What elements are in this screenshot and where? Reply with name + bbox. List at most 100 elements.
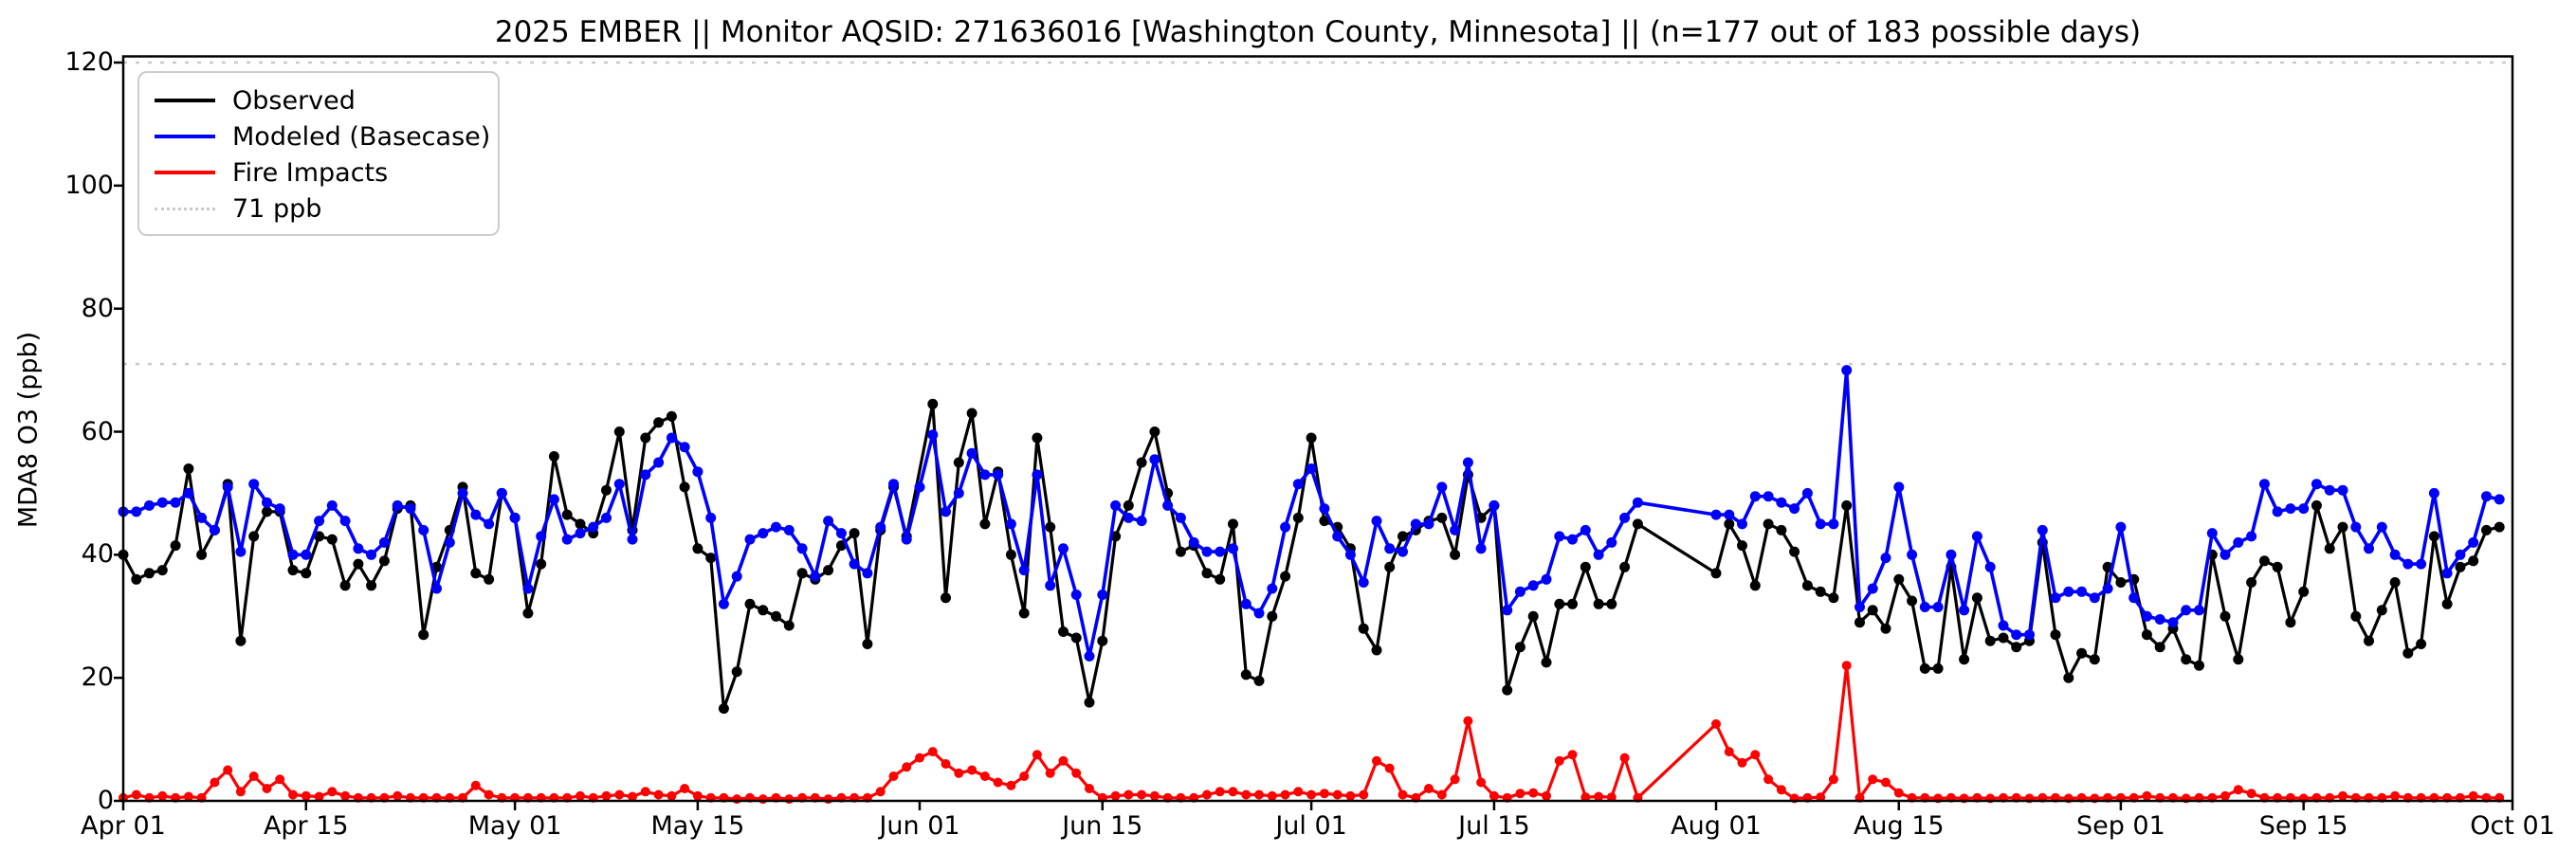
fire-marker bbox=[967, 765, 977, 775]
fire-marker bbox=[1085, 784, 1094, 793]
fire-marker bbox=[1436, 789, 1447, 800]
modeled-marker bbox=[666, 432, 677, 444]
modeled-marker bbox=[2167, 617, 2179, 628]
modeled-marker bbox=[2272, 506, 2283, 517]
modeled-marker bbox=[810, 571, 821, 582]
observed-marker bbox=[758, 605, 769, 616]
observed-marker bbox=[548, 451, 559, 462]
modeled-marker bbox=[653, 457, 665, 468]
fire-marker bbox=[1332, 789, 1343, 800]
observed-marker bbox=[941, 592, 951, 604]
modeled-marker bbox=[1045, 580, 1056, 591]
fire-marker bbox=[653, 789, 664, 800]
modeled-marker bbox=[993, 469, 1004, 481]
modeled-marker bbox=[613, 479, 625, 490]
observed-marker bbox=[262, 506, 272, 517]
fire-marker bbox=[223, 765, 233, 775]
fire-marker bbox=[1893, 788, 1904, 798]
modeled-marker bbox=[758, 528, 769, 539]
modeled-marker bbox=[1998, 620, 2009, 631]
modeled-marker bbox=[640, 469, 651, 481]
fire-marker bbox=[1828, 774, 1838, 785]
observed-marker bbox=[823, 565, 834, 576]
fire-marker bbox=[1567, 750, 1578, 760]
observed-marker bbox=[2455, 561, 2466, 572]
fire-marker bbox=[1293, 787, 1304, 797]
fire-marker bbox=[1058, 755, 1069, 766]
observed-marker bbox=[1136, 457, 1147, 468]
observed-marker bbox=[301, 568, 312, 579]
modeled-marker bbox=[2220, 549, 2231, 560]
fire-marker bbox=[1306, 789, 1317, 800]
observed-marker bbox=[196, 549, 208, 560]
modeled-marker bbox=[235, 546, 247, 557]
observed-marker bbox=[692, 543, 703, 554]
legend-label: Observed bbox=[232, 85, 356, 116]
y-tick-label: 120 bbox=[64, 47, 114, 77]
modeled-marker bbox=[1919, 602, 1930, 612]
observed-marker bbox=[2220, 610, 2231, 622]
x-tick-label: Jun 15 bbox=[1062, 811, 1143, 841]
observed-marker bbox=[2481, 524, 2492, 535]
fire-marker bbox=[1841, 661, 1852, 671]
modeled-marker bbox=[2389, 549, 2401, 560]
modeled-marker bbox=[1267, 583, 1278, 594]
modeled-marker bbox=[627, 534, 638, 545]
fire-marker bbox=[235, 787, 246, 797]
observed-marker bbox=[2076, 647, 2088, 659]
fire-marker bbox=[954, 768, 964, 778]
fire-marker bbox=[210, 777, 220, 788]
observed-marker bbox=[2376, 605, 2387, 616]
fire-marker bbox=[288, 789, 298, 800]
observed-marker bbox=[1776, 524, 1787, 535]
fire-marker bbox=[470, 780, 481, 790]
modeled-marker bbox=[692, 466, 703, 478]
fire-marker bbox=[1215, 787, 1225, 797]
observed-marker bbox=[156, 565, 168, 576]
observed-marker bbox=[2050, 629, 2061, 641]
x-tick-label: Sep 01 bbox=[2075, 811, 2165, 841]
observed-marker bbox=[314, 531, 325, 542]
modeled-marker bbox=[1136, 516, 1147, 527]
y-tick-label: 60 bbox=[81, 416, 114, 446]
observed-marker bbox=[248, 531, 260, 542]
observed-marker bbox=[796, 568, 808, 579]
fire-marker bbox=[1254, 789, 1264, 800]
observed-marker bbox=[561, 509, 573, 520]
observed-marker bbox=[2298, 586, 2310, 597]
modeled-marker bbox=[2441, 568, 2453, 579]
fire-marker bbox=[1241, 789, 1251, 800]
modeled-marker bbox=[1358, 577, 1369, 588]
fire-marker bbox=[1476, 777, 1487, 788]
modeled-marker bbox=[1384, 543, 1396, 554]
fire-marker bbox=[2468, 790, 2478, 801]
modeled-marker bbox=[1801, 487, 1813, 499]
modeled-marker bbox=[1070, 590, 1082, 600]
modeled-marker bbox=[875, 521, 886, 533]
observed-marker bbox=[144, 568, 155, 579]
x-tick-label: Aug 01 bbox=[1671, 811, 1762, 841]
legend-item-fire: Fire Impacts bbox=[155, 154, 498, 191]
modeled-marker bbox=[431, 583, 442, 594]
observed-marker bbox=[1567, 598, 1578, 609]
modeled-marker bbox=[1984, 561, 1996, 572]
observed-marker bbox=[1867, 605, 1878, 616]
modeled-marker bbox=[418, 524, 429, 535]
modeled-marker bbox=[2037, 524, 2048, 535]
modeled-marker bbox=[1436, 481, 1448, 493]
fire-line-sample bbox=[155, 171, 215, 174]
modeled-marker bbox=[588, 521, 599, 533]
observed-marker bbox=[2233, 654, 2244, 665]
observed-marker bbox=[966, 408, 977, 419]
fire-marker bbox=[2390, 790, 2401, 801]
observed-marker bbox=[1580, 561, 1591, 572]
observed-marker bbox=[2141, 629, 2152, 641]
fire-marker bbox=[1594, 791, 1604, 802]
legend-item-modeled: Modeled (Basecase) bbox=[155, 118, 498, 154]
fire-marker bbox=[131, 789, 141, 800]
modeled-marker bbox=[941, 506, 951, 517]
fire-marker bbox=[275, 774, 285, 785]
modeled-marker bbox=[262, 497, 272, 508]
observed-marker bbox=[1541, 657, 1552, 668]
fire-marker bbox=[1137, 789, 1147, 800]
